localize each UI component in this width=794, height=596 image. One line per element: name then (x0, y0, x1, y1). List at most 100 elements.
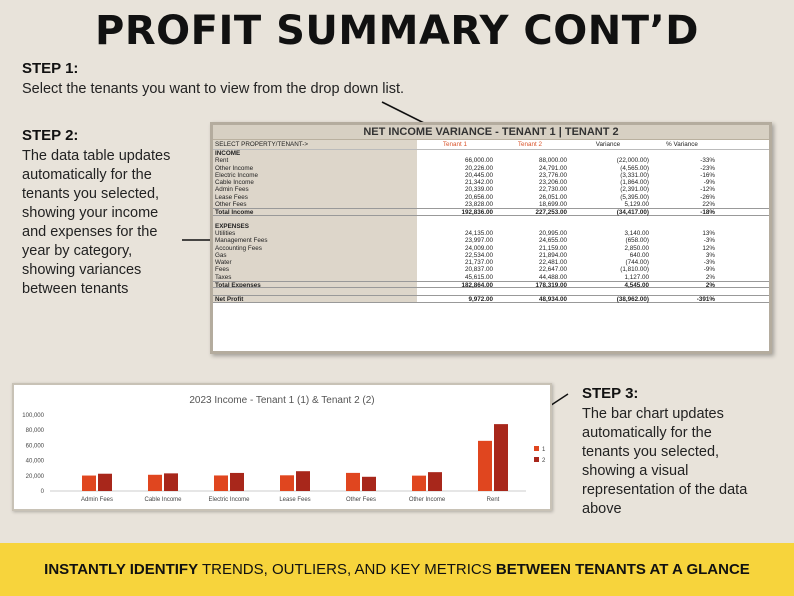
bar-series-2 (296, 471, 310, 491)
step2-line: The data table updates (22, 148, 171, 164)
table-cell: 48,934.00 (538, 296, 567, 304)
step2-line: tenants you selected, (22, 186, 160, 202)
table-cell (567, 216, 649, 223)
table-cell: Electric Income (213, 171, 417, 180)
table-cell: Gas (213, 251, 417, 260)
tenant2-dropdown[interactable]: Tenant 2 (517, 141, 543, 148)
banner-bold-2: BETWEEN TENANTS AT A GLANCE (495, 561, 750, 578)
bar-series-2 (362, 476, 376, 491)
table-cell (649, 288, 715, 295)
table-cell (417, 216, 493, 223)
table-cell: EXPENSES (213, 222, 417, 230)
table-cell: 2% (705, 273, 715, 281)
table-cell: Lease Fees (213, 193, 417, 202)
table-row: Gas 22,534.00 21,894.00 640.00 3% (213, 251, 769, 260)
table-cell: (4,565.00) (620, 164, 649, 172)
banner-bold-1: INSTANTLY IDENTIFY (44, 561, 199, 578)
step3-line: showing a visual (582, 463, 689, 479)
table-cell: 23,997.00 (464, 237, 493, 245)
x-tick-label: Electric Income (208, 497, 250, 503)
chart-plot: 100,000 80,000 60,000 40,000 20,000 0 Admin Fe… (22, 413, 546, 503)
table-cell: 23,828.00 (464, 201, 493, 209)
page-title: PROFIT SUMMARY CONT’D (95, 8, 699, 54)
banner-text: TRENDS, OUTLIERS, AND KEY METRICS (198, 561, 496, 578)
table-cell: 178,319.00 (535, 282, 567, 290)
x-tick-label: Lease Fees (279, 497, 310, 503)
table-cell: -12% (700, 186, 715, 194)
table-row (213, 288, 769, 296)
income-bar-chart: 2023 Income - Tenant 1 (1) & Tenant 2 (2… (12, 383, 552, 511)
table-cell: Accounting Fees (213, 244, 417, 252)
y-tick-label: 100,000 (22, 413, 44, 419)
table-cell: 20,339.00 (464, 186, 493, 194)
table-cell: -16% (700, 171, 715, 179)
table-cell: (2,391.00) (620, 186, 649, 194)
table-cell: -26% (700, 193, 715, 201)
table-cell (213, 215, 417, 223)
table-cell: 20,445.00 (464, 171, 493, 179)
tenant1-dropdown[interactable]: Tenant 1 (442, 141, 468, 148)
table-row: Rent 66,000.00 88,000.00 (22,000.00) -33% (213, 157, 769, 165)
table-cell: 3% (705, 251, 715, 259)
select-tenant-label[interactable]: SELECT PROPERTY/TENANT-> (213, 140, 417, 149)
step3-line: above (582, 501, 622, 517)
table-cell: 2% (705, 282, 715, 290)
table-cell: 21,159.00 (538, 244, 567, 252)
table-cell: 22,481.00 (538, 259, 567, 267)
net-income-variance-table: NET INCOME VARIANCE - TENANT 1 | TENANT … (210, 122, 772, 354)
table-cell (417, 288, 493, 295)
bar-series-1 (214, 475, 228, 491)
table-row: Cable Income 21,342.00 23,206.00 (1,864.00)… (213, 179, 769, 187)
table-cell: 26,051.00 (538, 193, 567, 201)
table-cell: 5,129.00 (624, 201, 649, 209)
y-tick-label: 80,000 (26, 428, 45, 434)
table-cell: -9% (703, 179, 715, 187)
table-cell (493, 150, 567, 157)
table-cell: 18,699.00 (538, 201, 567, 209)
table-row: Electric Income 20,445.00 23,776.00 (3,331.… (213, 171, 769, 180)
x-tick-label: Other Fees (346, 497, 376, 503)
table-cell: 20,226.00 (464, 164, 493, 172)
bar-series-1 (478, 440, 492, 491)
step2-text: The data table updates automatically for… (22, 147, 170, 299)
table-cell: Rent (213, 157, 417, 165)
table-cell: Water (213, 259, 417, 267)
table-cell: 22,534.00 (464, 251, 493, 259)
table-cell: (744.00) (625, 259, 649, 267)
table-cell: (1,864.00) (620, 179, 649, 187)
table-cell (567, 288, 649, 295)
table-cell: Total Expenses (213, 282, 417, 288)
legend-label: 1 (542, 447, 546, 453)
table-cell: 182,864.00 (461, 282, 493, 290)
table-cell: (38,962.00) (616, 296, 649, 304)
table-cell: 20,656.00 (464, 193, 493, 201)
table-cell: 24,009.00 (464, 244, 493, 252)
table-cell: Taxes (213, 273, 417, 282)
bar-series-1 (148, 474, 162, 491)
table-cell: Other Fees (213, 201, 417, 209)
table-cell (493, 216, 567, 223)
table-cell: 1,127.00 (624, 273, 649, 281)
legend-swatch (534, 446, 539, 451)
table-row: Utilities 24,135.00 20,995.00 3,140.00 13% (213, 229, 769, 238)
bar-series-1 (82, 475, 96, 491)
table-cell: 22,730.00 (538, 186, 567, 194)
table-cell: 24,135.00 (464, 229, 493, 237)
table-row: INCOME (213, 150, 769, 158)
bottom-banner: INSTANTLY IDENTIFY TRENDS, OUTLIERS, AND… (0, 543, 794, 596)
bar-series-2 (164, 473, 178, 491)
table-cell: Cable Income (213, 179, 417, 187)
table-cell: Management Fees (213, 237, 417, 245)
table-cell: 24,655.00 (538, 237, 567, 245)
table-row: Admin Fees 20,339.00 22,730.00 (2,391.00) -1… (213, 186, 769, 194)
table-cell: 66,000.00 (464, 157, 493, 165)
table-cell (649, 223, 715, 230)
table-cell: 45,615.00 (464, 273, 493, 281)
bar-series-2 (494, 424, 508, 491)
table-body: INCOME Rent 66,000.00 88,000.00 (22,000.00) -… (213, 150, 769, 303)
table-cell: 21,737.00 (464, 259, 493, 267)
table-cell: (658.00) (625, 237, 649, 245)
x-tick-label: Rent (487, 497, 500, 503)
step3-line: automatically for the (582, 425, 712, 441)
table-cell: 24,791.00 (538, 164, 567, 172)
